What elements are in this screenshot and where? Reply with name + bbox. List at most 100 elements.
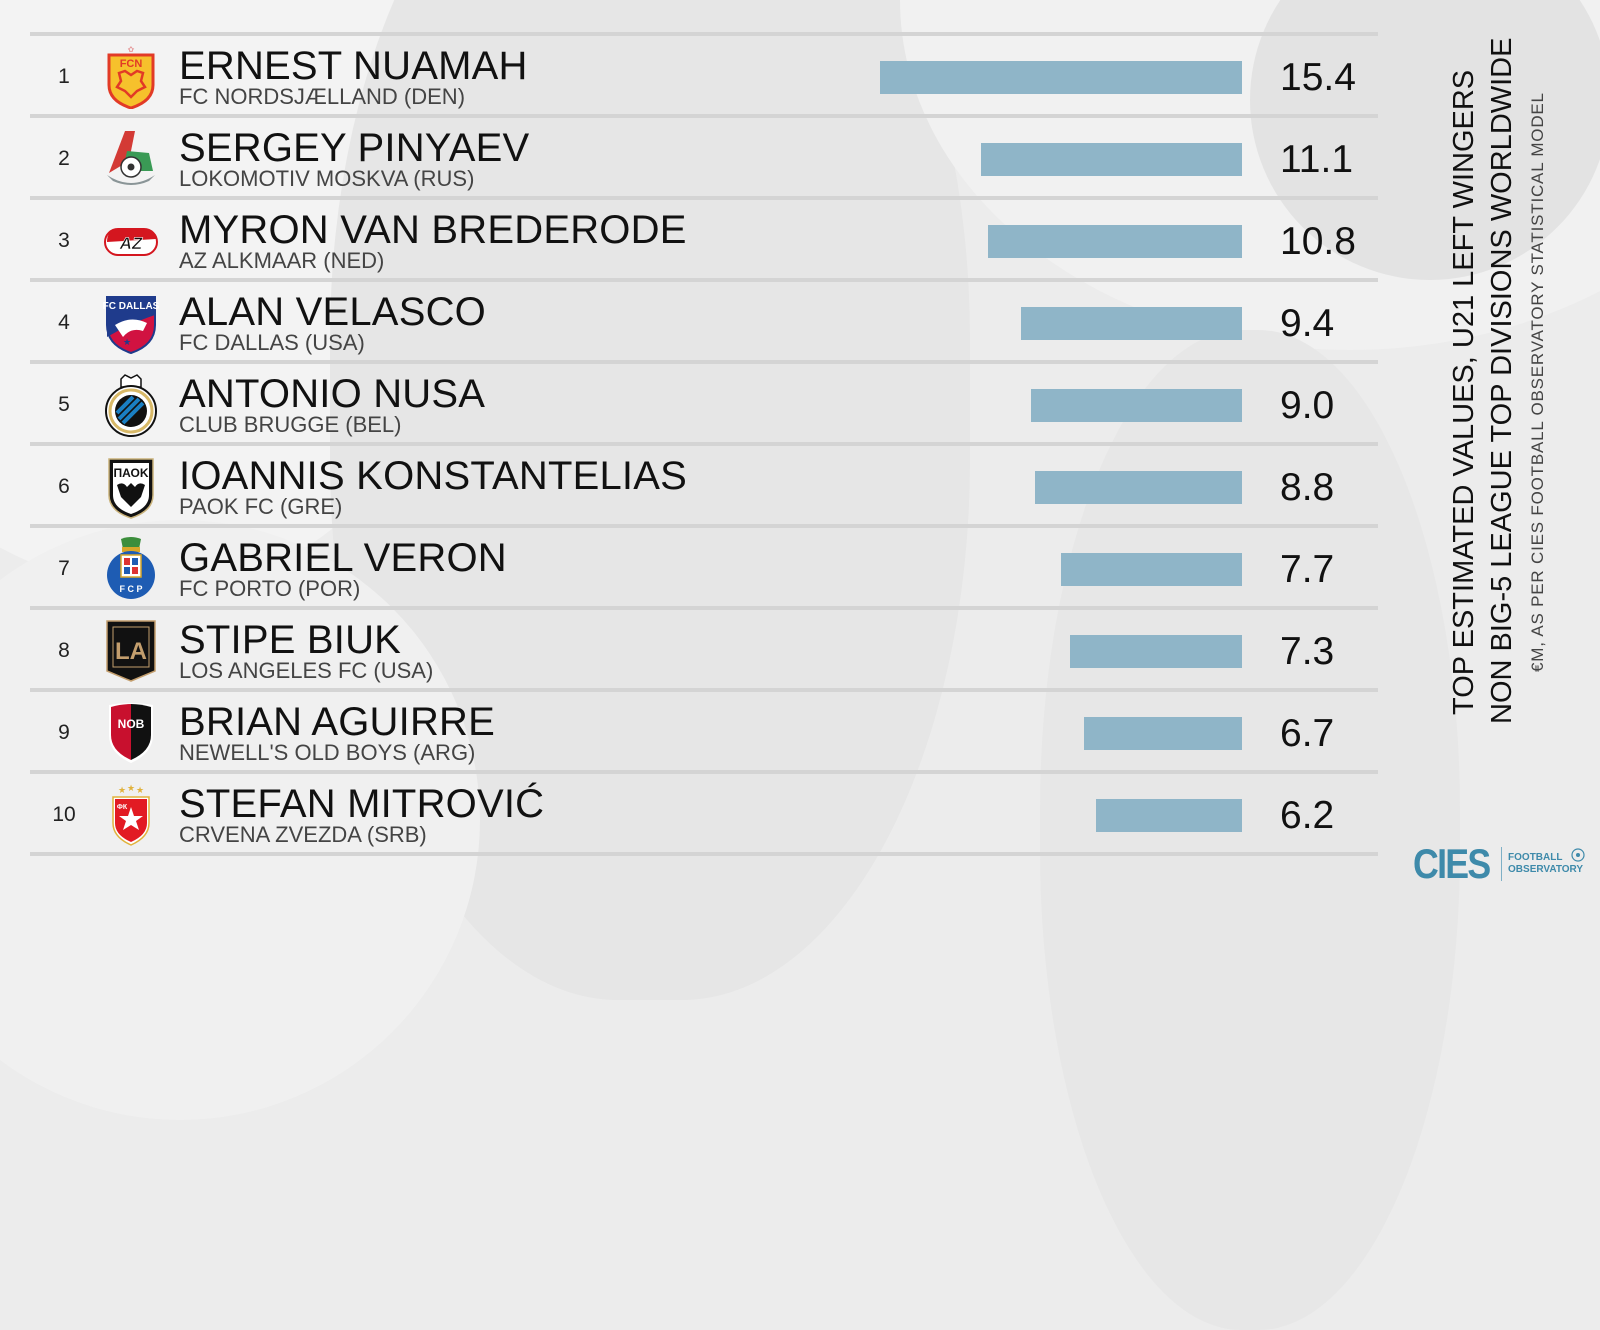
player-name: ANTONIO NUSA [179,372,486,416]
rank-number: 8 [58,639,70,662]
svg-text:FC DALLAS: FC DALLAS [103,301,159,312]
lafc-crest-icon: LA [103,619,159,682]
rank-number: 2 [58,147,70,170]
svg-text:ФК: ФК [117,804,128,811]
rank-number: 10 [52,803,76,826]
player-name: GABRIEL VERON [179,536,507,580]
svg-text:AZ: AZ [119,234,143,253]
row-divider [30,114,1378,118]
ranking-row: 1 ✩ FCN ERNEST NUAMAH FC NORDSJÆLLAND (D… [30,36,1378,114]
brand-tagline: FOOTBALL OBSERVATORY [1508,852,1583,876]
row-divider [30,32,1378,36]
rank-number: 5 [58,393,70,416]
svg-text:F C P: F C P [119,584,142,594]
value-bar [1061,553,1242,586]
club-name: LOKOMOTIV MOSKVA (RUS) [179,166,475,191]
unit-note: €M, AS PER CIES FOOTBALL OBSERVATORY STA… [1528,92,1547,672]
club-name: FC PORTO (POR) [179,576,361,601]
club-name: PAOK FC (GRE) [179,494,343,519]
club-name: LOS ANGELES FC (USA) [179,658,434,683]
club-name: AZ ALKMAAR (NED) [179,248,385,273]
ranking-row: 6 ΠΑΟΚ IOANNIS KONSTANTELIAS PAOK FC (GR… [30,446,1378,524]
player-name: BRIAN AGUIRRE [179,700,495,744]
club-brugge-crest-icon [103,373,159,437]
svg-text:★: ★ [136,785,144,795]
rank-number: 7 [58,557,70,580]
brand-line-2: OBSERVATORY [1508,864,1584,875]
row-divider [30,196,1378,200]
value-label: 15.4 [1280,56,1356,99]
rank-number: 3 [58,229,70,252]
brand-line-1: FOOTBALL [1508,852,1563,863]
ranking-row: 3 AZ MYRON VAN BREDERODE AZ ALKMAAR (NED… [30,200,1378,278]
value-bar [1096,799,1242,832]
player-name: MYRON VAN BREDERODE [179,208,687,252]
rank-number: 9 [58,721,70,744]
newells-old-boys-crest-icon: NOB [103,701,159,763]
player-name: ALAN VELASCO [179,290,486,334]
svg-text:★: ★ [118,785,126,795]
ranking-chart: 1 ✩ FCN ERNEST NUAMAH FC NORDSJÆLLAND (D… [30,32,1378,856]
row-divider [30,442,1378,446]
value-label: 7.7 [1280,548,1335,591]
lokomotiv-moskva-crest-icon [103,127,159,187]
value-bar [1035,471,1242,504]
brand-divider [1501,847,1503,881]
value-label: 11.1 [1280,138,1354,181]
row-divider [30,688,1378,692]
ranking-row: 4 FC DALLAS ★ ALAN VELASCO FC DALLAS (US… [30,282,1378,360]
player-name: IOANNIS KONSTANTELIAS [179,454,688,498]
value-bar [1031,389,1242,422]
svg-text:ΠΑΟΚ: ΠΑΟΚ [113,466,148,480]
paok-crest-icon: ΠΑΟΚ [103,455,159,519]
player-name: STIPE BIUK [179,618,402,662]
value-bar [880,61,1242,94]
chart-subtitle: NON BIG-5 LEAGUE TOP DIVISIONS WORLDWIDE [1486,37,1518,724]
value-bar [988,225,1242,258]
value-bar [1021,307,1242,340]
svg-text:★: ★ [123,337,131,347]
value-label: 8.8 [1280,466,1335,509]
value-label: 6.7 [1280,712,1335,755]
svg-text:✩: ✩ [128,45,135,54]
row-divider [30,852,1378,856]
svg-text:NOB: NOB [118,717,145,731]
ranking-row: 5 ANTONIO NUSA CLUB BRUGGE (BEL) 9.0 [30,364,1378,442]
row-divider [30,278,1378,282]
player-name: ERNEST NUAMAH [179,44,528,88]
football-icon [1571,848,1585,862]
ranking-row: 2 SERGEY PINYAEV LOKOMOTIV MOSKVA (RUS) … [30,118,1378,196]
value-bar [1070,635,1242,668]
club-name: CLUB BRUGGE (BEL) [179,412,402,437]
club-name: FC NORDSJÆLLAND (DEN) [179,84,466,109]
fc-nordsjaelland-crest-icon: ✩ FCN [103,45,159,110]
az-alkmaar-crest-icon: AZ [103,209,159,269]
value-label: 9.0 [1280,384,1335,427]
ranking-row: 7 F C P GABRIEL VERON FC PORTO (POR) 7.7 [30,528,1378,606]
row-divider [30,606,1378,610]
rank-number: 6 [58,475,70,498]
club-name: CRVENA ZVEZDA (SRB) [179,822,427,847]
chart-title: TOP ESTIMATED VALUES, U21 LEFT WINGERS [1448,69,1480,715]
value-label: 10.8 [1280,220,1356,263]
ranking-row: 10 ★ ★ ★ ФК STEFAN MITROVIĆ CRVENA ZVEZD… [30,774,1378,852]
row-divider [30,524,1378,528]
player-name: SERGEY PINYAEV [179,126,530,170]
ranking-row: 9 NOB BRIAN AGUIRRE NEWELL'S OLD BOYS (A… [30,692,1378,770]
svg-text:LA: LA [115,638,147,665]
crvena-zvezda-crest-icon: ★ ★ ★ ФК [103,783,159,846]
club-name: FC DALLAS (USA) [179,330,365,355]
svg-text:★: ★ [127,783,135,793]
cies-logo: CIES FOOTBALL OBSERVATORY [1413,843,1585,885]
row-divider [30,770,1378,774]
value-label: 6.2 [1280,794,1335,837]
value-bar [1084,717,1242,750]
value-label: 7.3 [1280,630,1335,673]
fc-porto-crest-icon: F C P [103,537,159,599]
player-name: STEFAN MITROVIĆ [179,782,545,826]
row-divider [30,360,1378,364]
value-bar [981,143,1242,176]
rank-number: 4 [58,311,70,334]
club-name: NEWELL'S OLD BOYS (ARG) [179,740,476,765]
rank-number: 1 [58,65,70,88]
